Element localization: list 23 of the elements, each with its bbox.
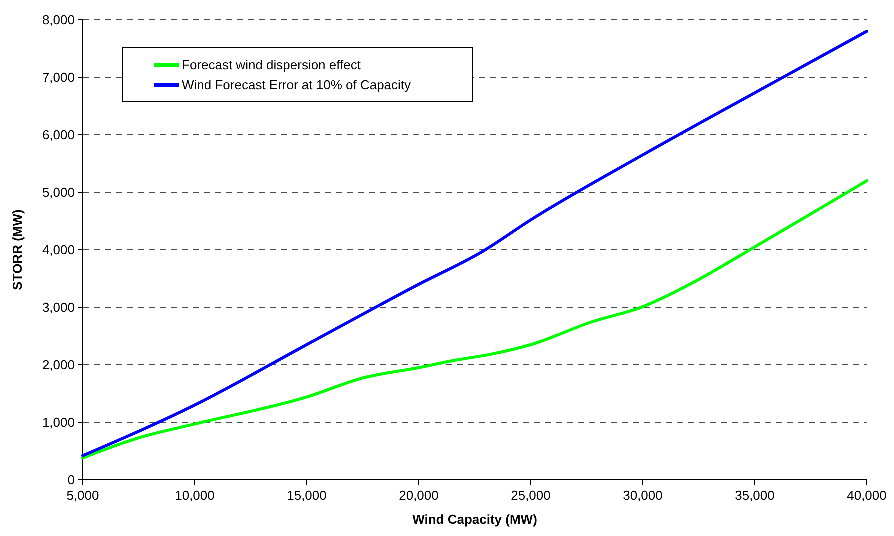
x-tick-label: 40,000 (847, 488, 887, 503)
line-series (82, 180, 868, 460)
x-tick-label: 25,000 (511, 488, 551, 503)
x-tick-label: 20,000 (399, 488, 439, 503)
y-tick-label: 0 (68, 472, 75, 488)
y-tick-label: 1,000 (42, 415, 75, 430)
line-series (82, 30, 868, 458)
x-tick-label: 10,000 (175, 488, 215, 503)
x-tick-label: 35,000 (735, 488, 775, 503)
x-tick-label: 15,000 (287, 488, 327, 503)
x-axis-title: Wind Capacity (MW) (412, 512, 538, 527)
y-tick-label: 8,000 (42, 12, 75, 28)
legend-label: Wind Forecast Error at 10% of Capacity (182, 78, 412, 93)
y-tick-label: 7,000 (42, 70, 75, 86)
y-axis-title: STORR (MW) (10, 210, 25, 290)
legend-label: Forecast wind dispersion effect (182, 58, 362, 73)
x-tick-label: 30,000 (623, 488, 663, 503)
y-tick-label: 5,000 (42, 185, 75, 200)
y-tick-label: 6,000 (42, 128, 75, 143)
y-tick-label: 2,000 (42, 358, 75, 373)
y-tick-label: 3,000 (42, 300, 75, 316)
y-tick-label: 4,000 (42, 242, 75, 258)
x-tick-label: 5,000 (66, 488, 100, 503)
